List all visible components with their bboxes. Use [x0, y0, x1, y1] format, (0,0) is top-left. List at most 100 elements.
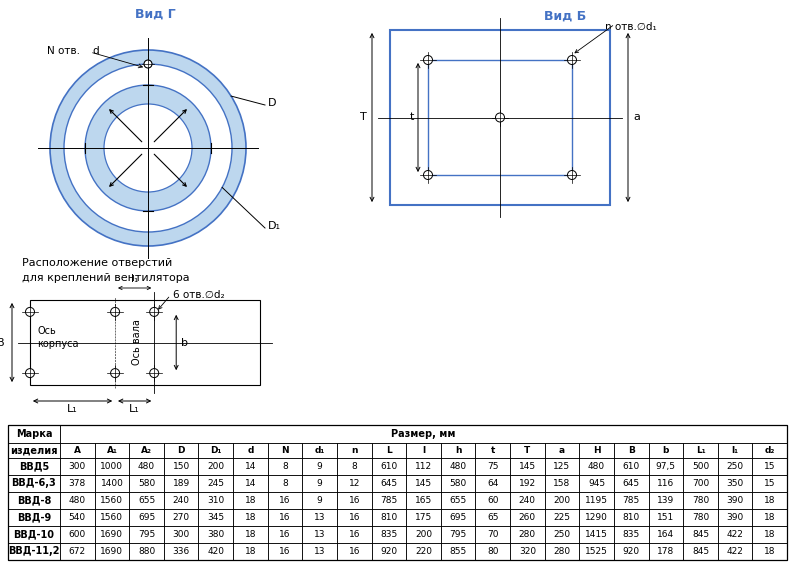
Bar — [129, 543, 164, 560]
Text: 480: 480 — [450, 462, 467, 471]
Bar — [8, 443, 60, 458]
Bar — [94, 458, 129, 475]
Bar — [337, 526, 372, 543]
Text: 200: 200 — [207, 462, 224, 471]
Text: l: l — [422, 446, 425, 455]
Bar — [753, 509, 787, 526]
Bar — [614, 492, 649, 509]
Text: 189: 189 — [173, 479, 190, 488]
Bar — [94, 492, 129, 509]
Text: 780: 780 — [691, 513, 709, 522]
Bar — [8, 492, 60, 509]
Bar — [198, 492, 233, 509]
Text: 300: 300 — [173, 530, 190, 539]
Bar — [390, 30, 610, 205]
Bar — [302, 543, 337, 560]
Text: 151: 151 — [657, 513, 675, 522]
Bar — [60, 492, 94, 509]
Bar — [268, 492, 302, 509]
Text: 500: 500 — [691, 462, 709, 471]
Bar — [164, 443, 198, 458]
Circle shape — [496, 113, 504, 122]
Bar — [129, 458, 164, 475]
Text: 795: 795 — [138, 530, 155, 539]
Text: D: D — [268, 98, 277, 108]
Bar — [198, 458, 233, 475]
Text: Вид Г: Вид Г — [135, 8, 175, 21]
Text: B: B — [0, 337, 5, 348]
Circle shape — [150, 369, 159, 378]
Bar — [753, 458, 787, 475]
Bar — [441, 458, 476, 475]
Bar — [649, 458, 683, 475]
Text: Расположение отверстий
для креплений вентилятора: Расположение отверстий для креплений вен… — [22, 258, 190, 283]
Bar — [372, 492, 406, 509]
Bar — [268, 509, 302, 526]
Bar — [428, 60, 572, 175]
Bar — [372, 543, 406, 560]
Text: ВВД-6,3: ВВД-6,3 — [12, 478, 56, 488]
Bar — [753, 475, 787, 492]
Text: 65: 65 — [487, 513, 499, 522]
Bar — [164, 475, 198, 492]
Bar — [476, 543, 510, 560]
Bar — [94, 543, 129, 560]
Circle shape — [568, 170, 577, 179]
Text: 1290: 1290 — [585, 513, 608, 522]
Text: 880: 880 — [138, 547, 155, 556]
Bar — [268, 526, 302, 543]
Text: 810: 810 — [381, 513, 397, 522]
Text: n: n — [351, 446, 358, 455]
Text: 14: 14 — [245, 462, 256, 471]
Text: 610: 610 — [381, 462, 397, 471]
Text: H: H — [593, 446, 600, 455]
Text: 300: 300 — [69, 462, 86, 471]
Bar — [164, 509, 198, 526]
Text: 12: 12 — [349, 479, 360, 488]
Text: 178: 178 — [657, 547, 675, 556]
Text: 785: 785 — [623, 496, 640, 505]
Text: L: L — [386, 446, 392, 455]
Text: 810: 810 — [623, 513, 640, 522]
Text: T: T — [524, 446, 531, 455]
Text: 13: 13 — [314, 530, 325, 539]
Bar — [60, 543, 94, 560]
Bar — [164, 458, 198, 475]
Bar — [233, 526, 268, 543]
Text: 600: 600 — [69, 530, 86, 539]
Text: ВВД5: ВВД5 — [19, 461, 49, 471]
Bar — [510, 475, 545, 492]
Text: 16: 16 — [279, 496, 291, 505]
Bar — [302, 492, 337, 509]
Bar — [683, 458, 718, 475]
Text: 700: 700 — [691, 479, 709, 488]
Bar — [510, 458, 545, 475]
Bar — [579, 509, 614, 526]
Bar — [302, 443, 337, 458]
Bar — [8, 458, 60, 475]
Bar — [60, 475, 94, 492]
Text: 145: 145 — [519, 462, 536, 471]
Bar — [198, 443, 233, 458]
Bar — [753, 443, 787, 458]
Bar — [372, 509, 406, 526]
Circle shape — [50, 50, 246, 246]
Text: L₁: L₁ — [129, 404, 140, 414]
Bar — [233, 509, 268, 526]
Bar — [268, 443, 302, 458]
Text: h: h — [455, 446, 462, 455]
Circle shape — [423, 170, 432, 179]
Text: 13: 13 — [314, 513, 325, 522]
Bar — [233, 458, 268, 475]
Text: a: a — [559, 446, 565, 455]
Bar — [129, 492, 164, 509]
Text: 60: 60 — [487, 496, 499, 505]
Bar — [302, 526, 337, 543]
Bar — [164, 492, 198, 509]
Text: 1690: 1690 — [101, 530, 124, 539]
Text: 164: 164 — [657, 530, 674, 539]
Text: D₁: D₁ — [268, 221, 281, 231]
Bar — [8, 475, 60, 492]
Bar — [614, 526, 649, 543]
Text: 15: 15 — [764, 462, 776, 471]
